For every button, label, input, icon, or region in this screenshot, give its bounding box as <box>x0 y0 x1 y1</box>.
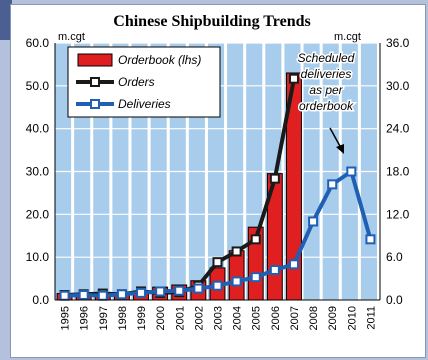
legend-marker-deliveries <box>90 99 100 109</box>
left-axis-unit: m.cgt <box>58 31 85 43</box>
right-axis-unit: m.cgt <box>334 31 361 43</box>
deliveries-marker <box>327 179 338 190</box>
legend-label: Orderbook (lhs) <box>118 53 201 67</box>
legend-swatch-orderbook <box>77 53 113 67</box>
right-tick-label: 24.0 <box>386 122 410 136</box>
annotation-text: as per <box>309 83 343 97</box>
right-tick-label: 36.0 <box>386 36 410 50</box>
deliveries-marker <box>250 272 261 283</box>
x-tick-label: 2001 <box>174 306 186 330</box>
legend-label: Deliveries <box>118 97 171 111</box>
deliveries-marker <box>59 290 70 301</box>
x-tick-label: 2002 <box>193 306 205 330</box>
annotation-arrow-head <box>336 144 344 154</box>
x-tick-label: 1997 <box>98 306 110 330</box>
x-tick-label: 2007 <box>289 306 301 330</box>
x-tick-label: 2009 <box>327 306 339 330</box>
legend: Orderbook (lhs) Orders Deliveries <box>67 46 221 118</box>
deliveries-marker <box>155 286 166 297</box>
legend-marker-orders <box>90 77 100 87</box>
deliveries-marker <box>136 287 147 298</box>
x-tick-label: 2003 <box>213 306 225 330</box>
deliveries-marker <box>174 285 185 296</box>
annotation: Scheduled deliveries as per orderbook <box>296 50 356 154</box>
deliveries-marker <box>193 283 204 294</box>
x-tick-label: 2011 <box>365 306 377 330</box>
deliveries-marker <box>269 265 280 276</box>
x-tick-label: 2008 <box>308 306 320 330</box>
annotation-text: deliveries <box>301 67 352 81</box>
annotation-text: Scheduled <box>298 51 355 65</box>
right-tick-label: 12.0 <box>386 207 410 221</box>
deliveries-marker <box>288 259 299 270</box>
x-tick-label: 1999 <box>136 306 148 330</box>
orders-marker <box>269 173 280 184</box>
x-tick-label: 1996 <box>79 306 91 330</box>
left-tick-label: 0.0 <box>32 293 49 307</box>
deliveries-marker <box>308 216 319 227</box>
annotation-text: orderbook <box>299 99 354 113</box>
x-tick-label: 1998 <box>117 306 129 330</box>
x-tick-label: 2005 <box>251 306 263 330</box>
orders-marker <box>231 246 242 257</box>
annotation-arrow-line <box>329 127 342 149</box>
deliveries-marker <box>97 290 108 301</box>
orders-marker <box>250 234 261 245</box>
right-tick-label: 30.0 <box>386 79 410 93</box>
x-tick-label: 1995 <box>60 306 72 330</box>
deliveries-marker <box>78 290 89 301</box>
legend-label: Orders <box>118 75 155 89</box>
deliveries-marker <box>365 234 376 245</box>
left-tick-label: 60.0 <box>26 36 50 50</box>
right-tick-label: 6.0 <box>386 250 403 264</box>
deliveries-marker <box>116 289 127 300</box>
x-tick-label: 2006 <box>270 306 282 330</box>
left-tick-label: 40.0 <box>26 122 50 136</box>
x-tick-label: 2010 <box>346 306 358 330</box>
orderbook-bar <box>228 250 245 301</box>
left-tick-label: 20.0 <box>26 207 50 221</box>
chart-title: Chinese Shipbuilding Trends <box>113 13 310 30</box>
left-tick-label: 30.0 <box>26 165 50 179</box>
left-tick-label: 10.0 <box>26 250 50 264</box>
deliveries-marker <box>231 276 242 287</box>
right-tick-label: 18.0 <box>386 165 410 179</box>
x-tick-label: 2004 <box>232 306 244 330</box>
deliveries-marker <box>212 280 223 291</box>
orders-marker <box>212 257 223 268</box>
orders-marker <box>288 73 299 84</box>
deliveries-marker <box>346 166 357 177</box>
left-tick-label: 50.0 <box>26 79 50 93</box>
background-edge-strip <box>0 0 12 40</box>
right-tick-label: 0.0 <box>386 293 403 307</box>
x-tick-label: 2000 <box>155 306 167 330</box>
